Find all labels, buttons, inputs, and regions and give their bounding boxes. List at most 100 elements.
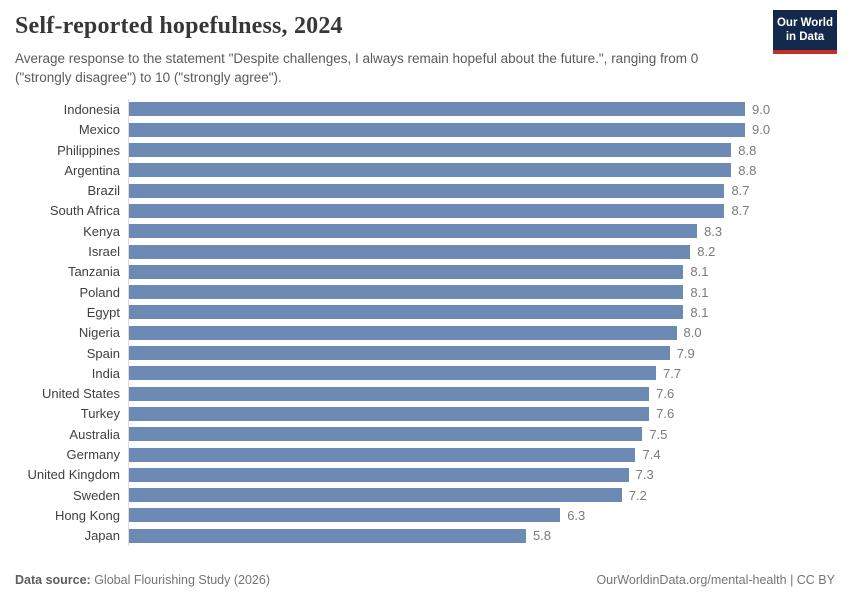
chart-subtitle: Average response to the statement "Despi… (15, 51, 699, 86)
country-label: Tanzania (67, 264, 120, 280)
bar-row: Argentina 8.8 (15, 160, 835, 181)
bar-row: Australia 7.5 (15, 424, 835, 445)
value-label: 7.6 (656, 406, 675, 422)
country-label: Argentina (64, 162, 120, 178)
country-label: Spain (86, 345, 120, 361)
bar-track: 7.4 (128, 444, 835, 465)
bar-track: 6.3 (128, 505, 835, 526)
bar-row: Turkey 7.6 (15, 403, 835, 425)
bar-row: United States 7.6 (15, 383, 835, 404)
value-label: 7.5 (649, 426, 668, 442)
bar[interactable] (129, 143, 732, 158)
bar-track: 8.0 (128, 322, 835, 343)
bar-track: 7.3 (128, 464, 835, 485)
bar[interactable] (129, 366, 657, 381)
bar-rows: Indonesia 9.0 Mexico 9.0 Philippines 8.8 Argen… (15, 99, 835, 546)
bar-row: Sweden 7.2 (15, 484, 835, 506)
bar-track: 8.2 (128, 241, 835, 262)
bar-track: 7.7 (128, 363, 835, 384)
bar-row: India 7.7 (15, 363, 835, 384)
bar-track: 7.2 (128, 484, 835, 506)
bar[interactable] (129, 244, 691, 259)
data-source: Data source: Global Flourishing Study (2… (15, 573, 270, 587)
bar[interactable] (129, 203, 725, 218)
bar-row: United Kingdom 7.3 (15, 464, 835, 485)
bar[interactable] (129, 447, 636, 462)
bar[interactable] (129, 285, 684, 300)
value-label: 7.4 (642, 447, 661, 462)
country-label: South Africa (49, 203, 120, 219)
bar[interactable] (129, 224, 698, 239)
bar-row: Israel 8.2 (15, 241, 835, 262)
bar[interactable] (129, 325, 677, 340)
chart-title: Self-reported hopefulness, 2024 (15, 13, 343, 39)
bar-track: 8.1 (128, 281, 835, 303)
value-label: 7.9 (676, 345, 695, 361)
bar-row: Germany 7.4 (15, 444, 835, 465)
country-label: United Kingdom (27, 467, 121, 483)
bar[interactable] (129, 427, 643, 442)
value-label: 5.8 (532, 528, 552, 544)
bar-track: 8.3 (128, 221, 835, 242)
bar-row: Indonesia 9.0 (15, 99, 835, 120)
bar-track: 8.1 (128, 302, 835, 323)
chart-header: Self-reported hopefulness, 2024 Average … (0, 0, 850, 87)
value-label: 8.8 (738, 162, 757, 178)
bar[interactable] (129, 528, 526, 543)
country-label: India (91, 365, 120, 381)
bar-track: 7.5 (128, 424, 835, 445)
country-label: Hong Kong (54, 507, 120, 523)
value-label: 8.8 (738, 142, 757, 158)
bar-track: 8.8 (128, 139, 835, 161)
bar-row: Kenya 8.3 (15, 221, 835, 242)
value-label: 7.6 (656, 386, 675, 402)
country-label: United States (41, 386, 120, 402)
bar-track: 7.6 (128, 403, 835, 425)
bar[interactable] (129, 122, 745, 137)
country-label: Philippines (57, 142, 120, 158)
bar-row: South Africa 8.7 (15, 200, 835, 222)
bar-row: Spain 7.9 (15, 342, 835, 364)
country-label: Kenya (83, 223, 120, 239)
bar[interactable] (129, 264, 684, 279)
bar-row: Philippines 8.8 (15, 139, 835, 161)
country-label: Indonesia (63, 101, 120, 117)
owid-license-link[interactable]: OurWorldinData.org/mental-health | CC BY (596, 573, 835, 587)
value-label: 7.7 (663, 365, 682, 381)
bar[interactable] (129, 406, 650, 421)
chart-footer: Data source: Global Flourishing Study (2… (15, 573, 835, 587)
bar[interactable] (129, 488, 622, 503)
country-label: Poland (79, 284, 120, 300)
bar-row: Nigeria 8.0 (15, 322, 835, 343)
bar-track: 7.6 (128, 383, 835, 404)
value-label: 9.0 (752, 101, 771, 117)
bar[interactable] (129, 467, 629, 482)
bar-track: 9.0 (128, 119, 835, 140)
bar[interactable] (129, 386, 650, 401)
value-label: 8.1 (690, 264, 709, 280)
bar[interactable] (129, 346, 670, 361)
bar-row: Poland 8.1 (15, 281, 835, 303)
bar-track: 8.7 (128, 200, 835, 222)
value-label: 8.3 (704, 223, 723, 239)
owid-logo-line2: in Data (785, 31, 825, 44)
country-label: Sweden (73, 487, 120, 503)
bar[interactable] (129, 163, 732, 178)
country-label: Egypt (86, 304, 120, 320)
value-label: 7.3 (635, 467, 654, 483)
owid-logo[interactable]: Our World in Data (773, 10, 837, 54)
bar-row: Japan 5.8 (15, 525, 835, 546)
bar-row: Brazil 8.7 (15, 180, 835, 201)
value-label: 8.7 (731, 203, 750, 219)
country-label: Germany (66, 447, 120, 462)
country-label: Australia (69, 426, 120, 442)
bar[interactable] (129, 508, 561, 523)
country-label: Mexico (78, 122, 120, 138)
bar[interactable] (129, 183, 725, 198)
country-label: Israel (88, 244, 120, 260)
value-label: 7.2 (628, 487, 647, 503)
bar[interactable] (129, 305, 684, 320)
value-label: 8.0 (683, 325, 702, 341)
bar[interactable] (129, 102, 745, 117)
